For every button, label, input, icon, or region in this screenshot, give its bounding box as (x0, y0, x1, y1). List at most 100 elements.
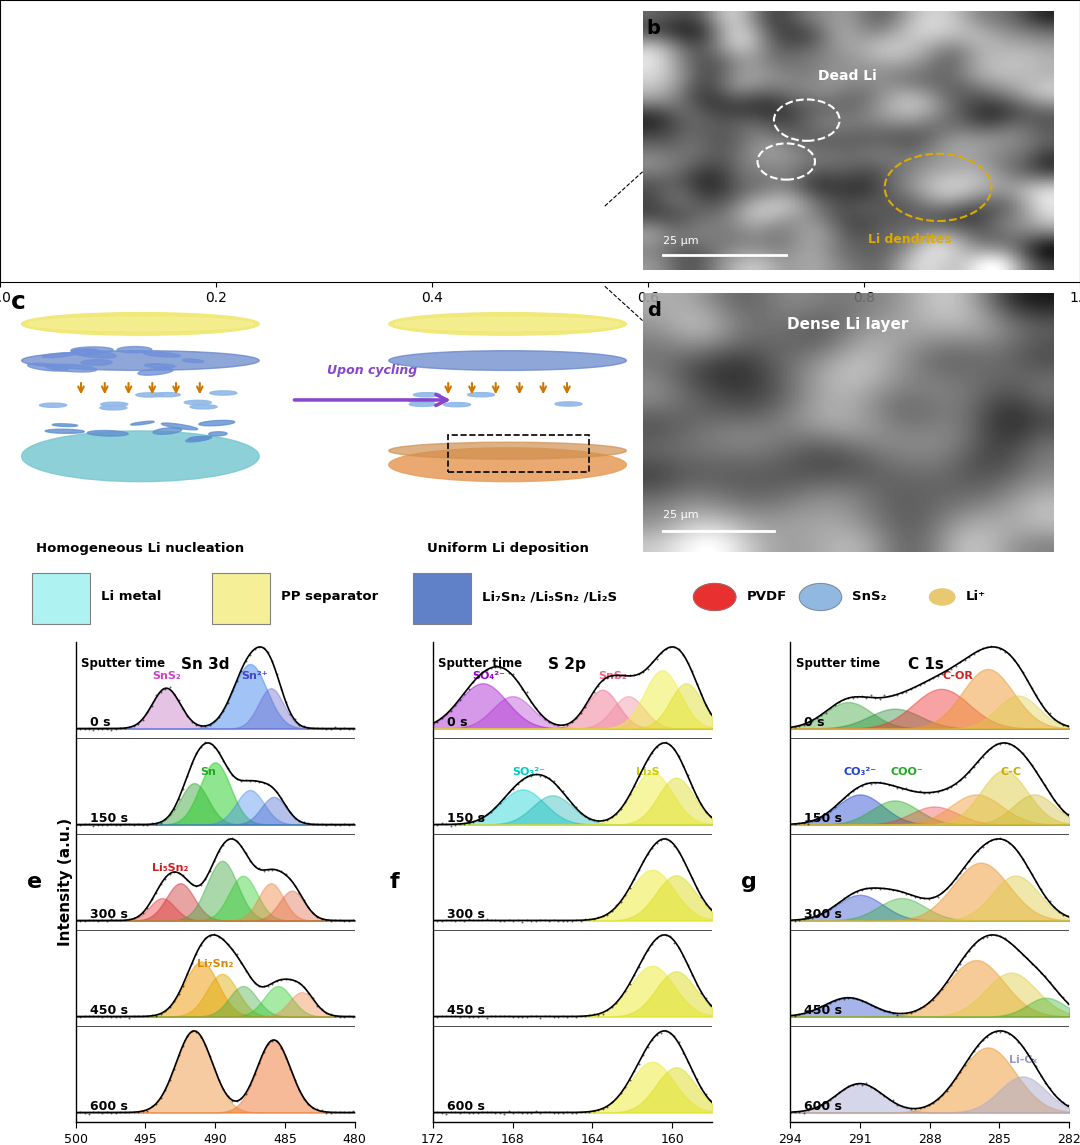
Point (876, 774, 893, 792)
Point (242, 968, 259, 986)
Point (585, 811, 603, 829)
Text: 0 s: 0 s (447, 716, 468, 728)
Point (826, 696, 843, 714)
Point (581, 909, 598, 927)
Text: CO₃²⁻: CO₃²⁻ (843, 767, 877, 776)
Point (71, 720, 89, 739)
Point (523, 1104, 540, 1122)
Point (939, 780, 956, 798)
Point (447, 696, 464, 714)
Point (1014, 663, 1031, 681)
Text: S 2p: S 2p (549, 656, 586, 671)
Point (451, 911, 469, 930)
Point (862, 775, 879, 793)
Point (336, 913, 353, 931)
Point (179, 767, 197, 785)
Point (340, 1006, 357, 1025)
Point (291, 812, 308, 830)
Point (974, 639, 991, 657)
Point (469, 669, 486, 687)
Point (902, 781, 919, 799)
Point (604, 902, 621, 921)
Point (1010, 740, 1027, 758)
Point (1001, 1025, 1018, 1043)
Text: Dense Li layer: Dense Li layer (787, 317, 908, 332)
Point (970, 641, 987, 660)
Point (237, 1084, 254, 1103)
Ellipse shape (144, 352, 180, 357)
Point (201, 734, 218, 752)
Point (933, 1085, 950, 1104)
Point (313, 814, 330, 832)
Point (858, 774, 875, 792)
Point (799, 1100, 816, 1119)
Point (590, 908, 607, 926)
Point (80, 815, 97, 834)
Point (692, 887, 710, 906)
Point (518, 911, 536, 930)
Point (862, 686, 879, 704)
Point (889, 881, 906, 899)
Point (295, 891, 312, 909)
Point (278, 970, 295, 988)
Point (947, 1068, 964, 1087)
Point (577, 910, 594, 929)
Text: e: e (27, 872, 42, 892)
Point (219, 935, 237, 954)
Text: SO₃²⁻: SO₃²⁻ (512, 767, 545, 776)
Point (813, 808, 831, 827)
Point (527, 765, 544, 783)
Point (951, 653, 969, 671)
Point (460, 680, 477, 698)
Point (870, 773, 888, 791)
Point (282, 1059, 299, 1077)
Point (326, 816, 343, 835)
Point (970, 931, 987, 949)
Ellipse shape (40, 403, 67, 408)
Point (639, 660, 657, 678)
Point (211, 842, 228, 860)
Point (630, 767, 647, 785)
Point (174, 780, 191, 798)
Point (286, 710, 303, 728)
Point (121, 718, 138, 736)
Point (487, 1104, 504, 1122)
Point (291, 716, 308, 734)
Point (1023, 866, 1040, 884)
Point (652, 926, 670, 945)
Point (121, 1103, 138, 1121)
Point (675, 646, 692, 664)
Point (496, 658, 513, 677)
Point (617, 1077, 634, 1096)
Point (1037, 887, 1054, 906)
Point (671, 1033, 688, 1051)
Text: Li metal: Li metal (100, 591, 161, 603)
Point (572, 704, 590, 722)
Point (947, 657, 964, 676)
Point (644, 934, 661, 953)
Point (782, 718, 799, 736)
Point (504, 665, 522, 684)
Point (617, 665, 634, 684)
Point (692, 795, 710, 813)
Circle shape (70, 160, 87, 165)
Point (456, 1006, 473, 1025)
Point (246, 640, 264, 658)
Circle shape (126, 150, 137, 152)
Point (635, 759, 652, 777)
Polygon shape (469, 133, 486, 177)
Point (134, 905, 151, 923)
Point (563, 911, 580, 930)
Point (698, 696, 715, 714)
Point (1032, 694, 1050, 712)
Point (286, 1071, 303, 1089)
Point (625, 870, 643, 889)
Point (929, 985, 946, 1003)
Point (960, 763, 977, 781)
Point (76, 719, 93, 737)
Point (500, 783, 517, 802)
Point (608, 897, 625, 915)
Point (242, 772, 259, 790)
Point (496, 1105, 513, 1123)
Point (617, 981, 634, 1000)
